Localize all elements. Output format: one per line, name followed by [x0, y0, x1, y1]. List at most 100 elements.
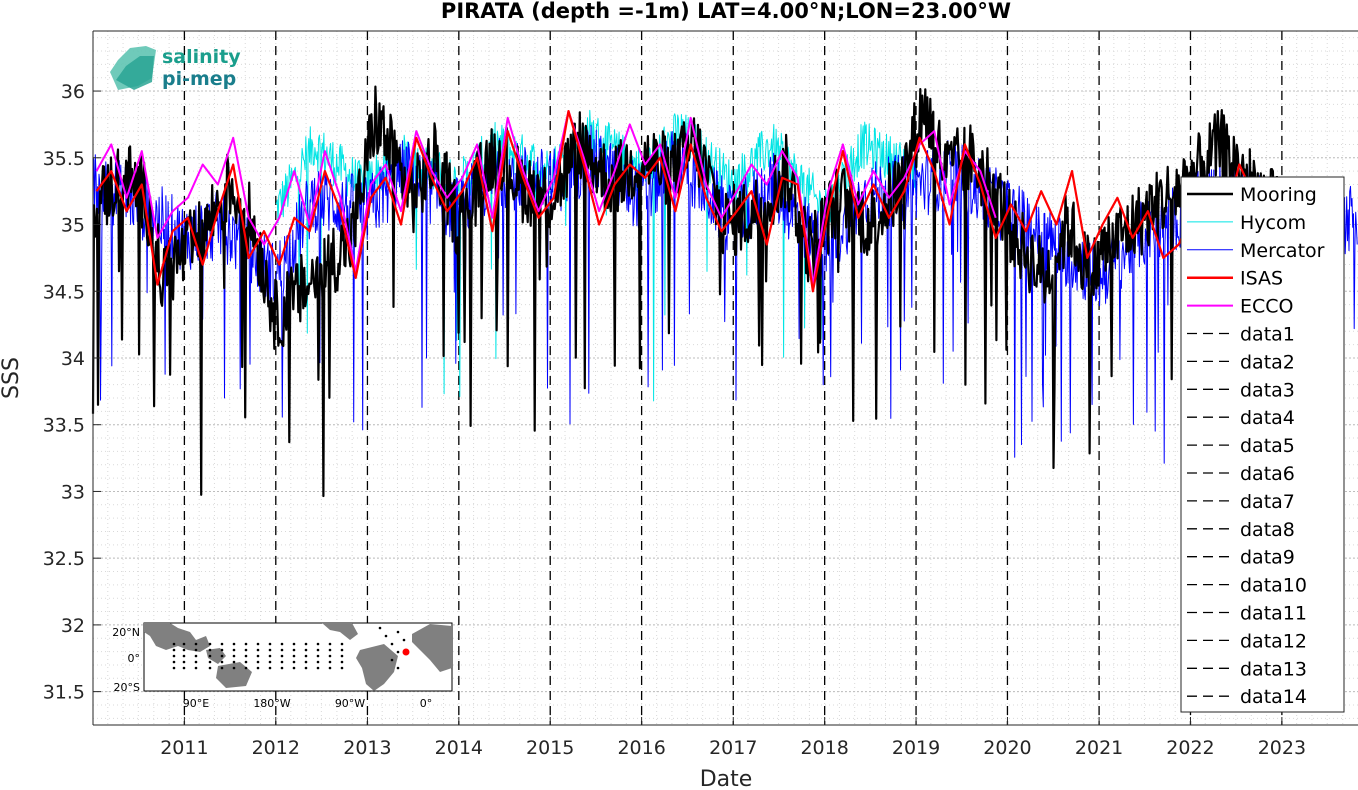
inset-mooring-dot [232, 648, 236, 652]
x-tick-label: 2021 [1075, 737, 1123, 759]
legend-label-data9: data9 [1240, 547, 1295, 569]
inset-mooring-dot [292, 642, 296, 646]
y-axis-label: SSS [0, 357, 24, 399]
inset-mooring-dot [182, 642, 186, 646]
inset-mooring-dot [316, 642, 320, 646]
inset-mooring-dot [328, 660, 332, 664]
inset-selected-mooring-marker [402, 648, 410, 656]
inset-mooring-dot [208, 642, 212, 646]
y-tick-label: 32 [61, 615, 85, 637]
inset-mooring-dot [256, 654, 260, 658]
x-ticks: 2011 2012 2013 2014 2015 2016 2017 2018 2019 2020… [160, 717, 1306, 759]
inset-mooring-dot [244, 660, 248, 664]
inset-central-america-land [322, 623, 358, 640]
salinity-pimep-logo: salinity pi-mep [110, 46, 241, 90]
legend-label-data6: data6 [1240, 463, 1295, 485]
inset-mooring-dot [304, 648, 308, 652]
x-tick-label: 2013 [343, 737, 391, 759]
legend-label-data14: data14 [1240, 686, 1307, 708]
inset-mooring-dot [384, 634, 388, 638]
inset-mooring-dot [194, 660, 198, 664]
inset-mooring-dot [172, 648, 176, 652]
inset-mooring-dot [220, 648, 224, 652]
x-axis-label: Date [700, 767, 753, 790]
legend-label-data3: data3 [1240, 379, 1295, 401]
inset-mooring-dot [328, 654, 332, 658]
x-tick-label: 2020 [983, 737, 1031, 759]
inset-mooring-dot [194, 666, 198, 670]
inset-mooring-dot [182, 660, 186, 664]
inset-mooring-dot [220, 654, 224, 658]
legend-label-hycom: Hycom [1240, 212, 1306, 234]
legend-label-data4: data4 [1240, 407, 1295, 429]
inset-lat-label-0: 0° [128, 652, 141, 665]
legend-label-data5: data5 [1240, 435, 1295, 457]
inset-mooring-dot [378, 626, 382, 630]
inset-mooring-dot [208, 666, 212, 670]
inset-mooring-dot [172, 660, 176, 664]
inset-mooring-dot [316, 654, 320, 658]
inset-mooring-dot [292, 666, 296, 670]
inset-mooring-dot [232, 666, 236, 670]
x-tick-label: 2019 [892, 737, 940, 759]
inset-mooring-dot [280, 660, 284, 664]
legend-label-isas: ISAS [1240, 268, 1283, 290]
inset-mooring-dot [292, 660, 296, 664]
inset-mooring-dot [328, 648, 332, 652]
year-dashed-lines [183, 31, 1283, 725]
inset-mooring-dot [390, 658, 394, 662]
inset-mooring-dot [268, 666, 272, 670]
inset-mooring-dot [280, 666, 284, 670]
inset-south-america-land [356, 644, 398, 691]
inset-mooring-dot [182, 648, 186, 652]
logo-line1: salinity [162, 46, 241, 68]
inset-lon-label-90w: 90°W [335, 697, 365, 710]
inset-asia-land [144, 623, 210, 652]
y-tick-label: 33.5 [43, 415, 85, 437]
series-mercator-line [92, 125, 1358, 471]
inset-mooring-dot [268, 642, 272, 646]
inset-mooring-dot [268, 654, 272, 658]
inset-mooring-dot [340, 666, 344, 670]
inset-mooring-dot [340, 642, 344, 646]
legend-label-data8: data8 [1240, 519, 1295, 541]
inset-mooring-dot [244, 642, 248, 646]
y-ticks: 31.5 32 32.5 33 33.5 34 34.5 35 35.5 36 [43, 81, 101, 704]
chart-title: PIRATA (depth =-1m) LAT=4.00°N;LON=23.00… [441, 0, 1011, 23]
y-tick-label: 33 [61, 481, 85, 503]
inset-mooring-dot [396, 666, 400, 670]
axes [92, 30, 1358, 726]
inset-mooring-dot [304, 666, 308, 670]
inset-lon-label-180w: 180°W [253, 697, 290, 710]
y-tick-label: 32.5 [43, 548, 85, 570]
y-tick-label: 35.5 [43, 148, 85, 170]
inset-mooring-dot [244, 648, 248, 652]
inset-mooring-dot [304, 660, 308, 664]
legend-label-data11: data11 [1240, 603, 1307, 625]
legend-label-data10: data10 [1240, 575, 1307, 597]
legend-label-data2: data2 [1240, 351, 1295, 373]
legend: Mooring Hycom Mercator ISAS ECCO data1 data2 da… [1180, 176, 1345, 713]
legend-label-data12: data12 [1240, 630, 1307, 652]
inset-mooring-dot [304, 654, 308, 658]
inset-mooring-dots [172, 626, 406, 670]
inset-mooring-dot [172, 666, 176, 670]
inset-mooring-dot [194, 642, 198, 646]
legend-label-data1: data1 [1240, 324, 1295, 346]
inset-mooring-dot [268, 660, 272, 664]
inset-mooring-dot [220, 660, 224, 664]
inset-mooring-dot [304, 642, 308, 646]
logo-wave-icon-inner [116, 56, 154, 90]
series-mooring-line [91, 85, 1278, 498]
inset-mooring-dot [232, 660, 236, 664]
legend-label-data7: data7 [1240, 491, 1295, 513]
inset-mooring-dot [256, 666, 260, 670]
series-isas-line [95, 109, 1271, 293]
inset-africa-land [412, 624, 452, 672]
logo-line2: pi-mep [162, 68, 236, 90]
inset-mooring-dot [256, 642, 260, 646]
x-tick-label: 2011 [160, 737, 208, 759]
inset-mooring-dot [172, 642, 176, 646]
inset-mooring-dot [280, 648, 284, 652]
inset-mooring-dot [208, 660, 212, 664]
